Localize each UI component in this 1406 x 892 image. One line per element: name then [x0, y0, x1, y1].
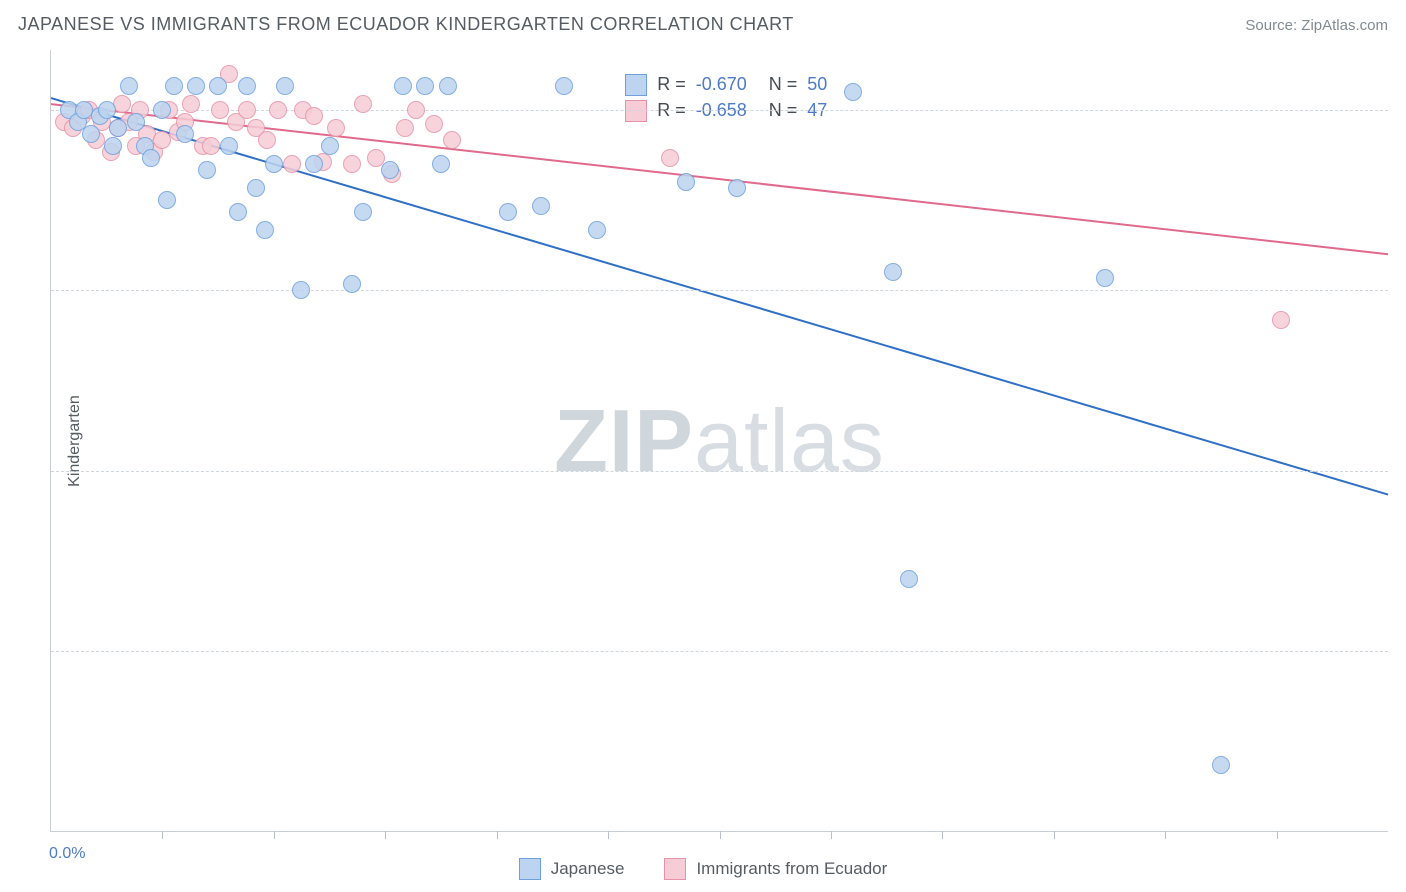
data-point	[532, 197, 550, 215]
data-point	[900, 570, 918, 588]
data-point	[153, 101, 171, 119]
data-point	[82, 125, 100, 143]
data-point	[209, 77, 227, 95]
data-point	[305, 155, 323, 173]
x-tick	[1277, 831, 1278, 839]
source-link[interactable]: ZipAtlas.com	[1301, 17, 1388, 34]
x-tick	[497, 831, 498, 839]
y-tick-label: 55.0%	[1400, 642, 1406, 660]
gridline	[51, 471, 1388, 472]
data-point	[394, 77, 412, 95]
data-point	[555, 77, 573, 95]
gridline	[51, 651, 1388, 652]
n-label: N =	[769, 74, 798, 95]
x-tick	[1165, 831, 1166, 839]
data-point	[1212, 756, 1230, 774]
data-point	[113, 95, 131, 113]
data-point	[728, 179, 746, 197]
data-point	[276, 77, 294, 95]
data-point	[661, 149, 679, 167]
data-point	[354, 203, 372, 221]
data-point	[343, 275, 361, 293]
legend-item: Immigrants from Ecuador	[664, 858, 887, 880]
data-point	[396, 119, 414, 137]
regression-line	[51, 98, 1388, 495]
data-point	[292, 281, 310, 299]
data-point	[439, 77, 457, 95]
x-tick	[608, 831, 609, 839]
data-point	[305, 107, 323, 125]
data-point	[432, 155, 450, 173]
data-point	[158, 191, 176, 209]
regression-lines	[51, 50, 1388, 831]
data-point	[127, 113, 145, 131]
x-tick	[942, 831, 943, 839]
data-point	[443, 131, 461, 149]
data-point	[198, 161, 216, 179]
data-point	[256, 221, 274, 239]
data-point	[327, 119, 345, 137]
data-point	[238, 101, 256, 119]
n-value: 50	[807, 74, 827, 95]
data-point	[202, 137, 220, 155]
data-point	[238, 77, 256, 95]
stats-legend: R =-0.670N =50R =-0.658N =47	[619, 70, 833, 126]
source-attribution: Source: ZipAtlas.com	[1245, 17, 1388, 34]
y-tick-label: 85.0%	[1400, 281, 1406, 299]
data-point	[98, 101, 116, 119]
stats-legend-row: R = -0.670 N = 50	[625, 74, 827, 96]
series-legend: Japanese Immigrants from Ecuador	[0, 858, 1406, 880]
r-label: R =	[657, 74, 686, 95]
data-point	[211, 101, 229, 119]
y-tick-label: 70.0%	[1400, 462, 1406, 480]
data-point	[109, 119, 127, 137]
data-point	[416, 77, 434, 95]
legend-swatch	[519, 858, 541, 880]
data-point	[269, 101, 287, 119]
data-point	[677, 173, 695, 191]
source-prefix: Source:	[1245, 17, 1301, 34]
data-point	[321, 137, 339, 155]
legend-label: Immigrants from Ecuador	[696, 859, 887, 879]
data-point	[343, 155, 361, 173]
x-tick	[274, 831, 275, 839]
gridline	[51, 290, 1388, 291]
data-point	[381, 161, 399, 179]
data-point	[499, 203, 517, 221]
data-point	[265, 155, 283, 173]
x-tick	[385, 831, 386, 839]
legend-swatch	[664, 858, 686, 880]
data-point	[229, 203, 247, 221]
legend-swatch	[625, 74, 647, 96]
data-point	[1272, 311, 1290, 329]
data-point	[1096, 269, 1114, 287]
data-point	[187, 77, 205, 95]
x-tick	[831, 831, 832, 839]
data-point	[258, 131, 276, 149]
data-point	[588, 221, 606, 239]
data-point	[844, 83, 862, 101]
chart-title: JAPANESE VS IMMIGRANTS FROM ECUADOR KIND…	[18, 14, 794, 35]
data-point	[142, 149, 160, 167]
data-point	[176, 125, 194, 143]
data-point	[104, 137, 122, 155]
data-point	[425, 115, 443, 133]
data-point	[354, 95, 372, 113]
data-point	[407, 101, 425, 119]
x-tick	[720, 831, 721, 839]
y-tick-label: 100.0%	[1400, 101, 1406, 119]
data-point	[120, 77, 138, 95]
x-tick	[162, 831, 163, 839]
x-tick	[1054, 831, 1055, 839]
data-point	[283, 155, 301, 173]
data-point	[884, 263, 902, 281]
data-point	[247, 179, 265, 197]
data-point	[165, 77, 183, 95]
scatter-plot: ZIPatlas R =-0.670N =50R =-0.658N =47 55…	[50, 50, 1388, 832]
legend-label: Japanese	[551, 859, 625, 879]
r-value: -0.670	[696, 74, 747, 95]
data-point	[182, 95, 200, 113]
data-point	[220, 137, 238, 155]
legend-item: Japanese	[519, 858, 625, 880]
